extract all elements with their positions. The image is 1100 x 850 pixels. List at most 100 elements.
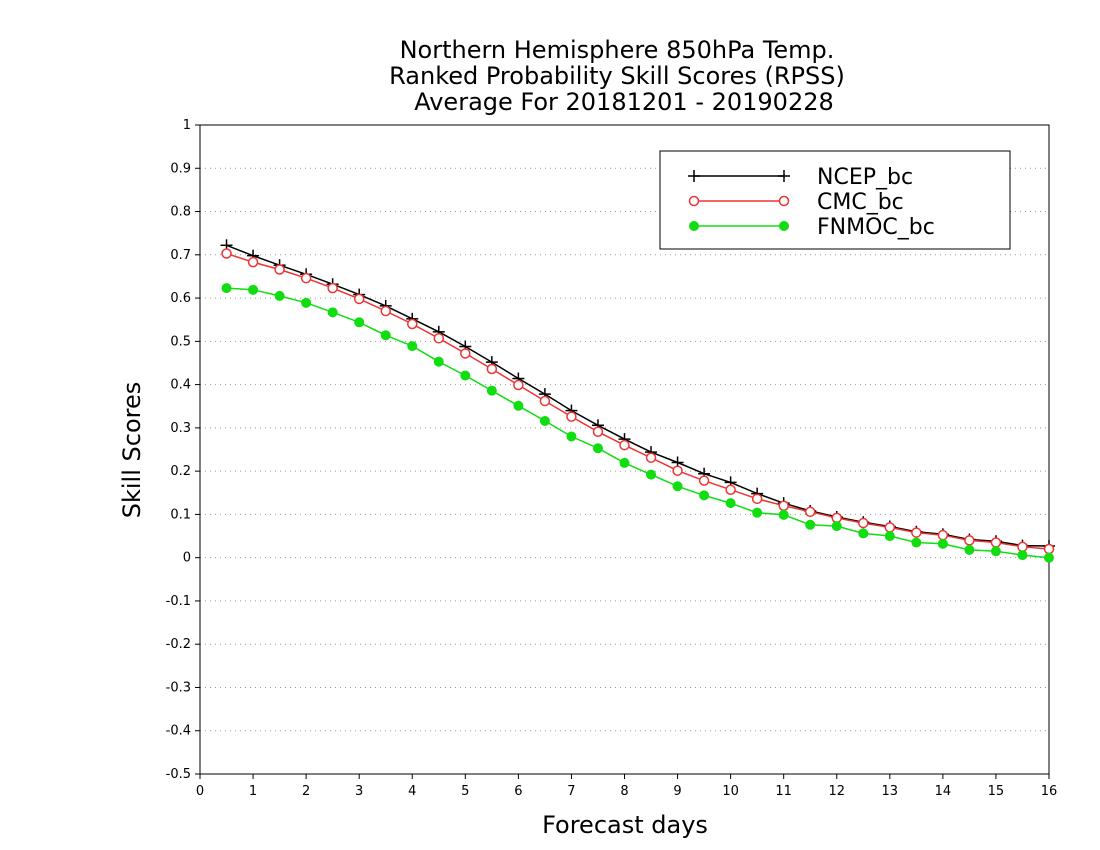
x-tick-label: 13 <box>882 784 899 799</box>
data-point-cmc-bc <box>407 318 418 330</box>
data-point-fnmoc-bc <box>274 290 285 301</box>
legend-box <box>659 150 1011 250</box>
x-axis: 0 1 2 3 4 5 6 7 8 9 10 11 12 13 14 15 16 <box>196 774 1057 799</box>
legend-item-fnmoc-bc: FNMOC_bc <box>689 215 935 240</box>
legend-marker-cmc-bc <box>688 195 700 207</box>
chart-title: Northern Hemisphere 850hPa Temp. Ranked … <box>389 36 845 116</box>
chart-title-line-2: Ranked Probability Skill Scores (RPSS) <box>389 62 845 90</box>
data-point-fnmoc-bc <box>672 481 683 492</box>
series-fnmoc-bc <box>221 283 1054 563</box>
data-point-fnmoc-bc <box>964 544 975 555</box>
data-point-cmc-bc <box>433 333 445 344</box>
data-point-fnmoc-bc <box>1044 552 1054 563</box>
x-tick-label: 11 <box>775 784 792 799</box>
y-tick-label: 0.6 <box>170 291 191 306</box>
data-point-fnmoc-bc <box>539 415 550 426</box>
legend-label-cmc-bc: CMC_bc <box>817 190 904 215</box>
data-point-fnmoc-bc <box>911 537 922 548</box>
data-point-fnmoc-bc <box>301 297 312 308</box>
data-point-cmc-bc <box>672 465 683 476</box>
data-point-fnmoc-bc <box>354 317 365 328</box>
data-point-cmc-bc <box>247 256 259 268</box>
legend-marker-ncep-bc <box>688 170 700 182</box>
y-tick-label: -0.3 <box>166 680 191 695</box>
x-tick-label: 0 <box>196 784 204 799</box>
x-tick-label: 14 <box>935 784 952 799</box>
data-point-cmc-bc <box>592 426 604 438</box>
y-axis: -0.5 -0.4 -0.3 -0.2 -0.1 0 0.1 0.2 0.3 0.4 0.5 0.6 0… <box>166 118 200 782</box>
data-point-fnmoc-bc <box>221 283 232 294</box>
data-point-cmc-bc <box>990 537 1002 548</box>
legend-item-cmc-bc: CMC_bc <box>688 190 904 215</box>
data-point-fnmoc-bc <box>407 341 418 352</box>
y-tick-label: 0.4 <box>170 378 191 393</box>
data-point-fnmoc-bc <box>619 457 630 468</box>
legend-item-ncep-bc: NCEP_bc <box>688 165 913 190</box>
data-point-fnmoc-bc <box>486 385 497 396</box>
data-point-cmc-bc <box>327 282 338 294</box>
data-point-cmc-bc <box>300 272 312 284</box>
data-point-cmc-bc <box>566 411 577 422</box>
data-point-cmc-bc <box>831 512 842 524</box>
data-point-cmc-bc <box>778 500 789 511</box>
x-tick-label: 6 <box>514 784 522 799</box>
data-point-fnmoc-bc <box>513 400 524 411</box>
y-tick-label: 0.7 <box>170 248 191 263</box>
x-tick-label: 10 <box>722 784 739 799</box>
y-tick-label: 0.5 <box>170 334 191 349</box>
data-point-fnmoc-bc <box>646 469 657 480</box>
data-point-fnmoc-bc <box>380 330 391 341</box>
chart-title-line-3: Average For 20181201 - 20190228 <box>414 88 834 116</box>
data-point-cmc-bc <box>513 379 524 391</box>
series-layer <box>220 239 1055 563</box>
data-point-fnmoc-bc <box>858 528 869 539</box>
data-point-cmc-bc <box>221 248 232 259</box>
legend-label-fnmoc-bc: FNMOC_bc <box>817 215 935 240</box>
data-point-fnmoc-bc <box>990 546 1001 557</box>
series-line-fnmoc-bc <box>226 287 1050 559</box>
legend-marker-ncep-bc <box>778 170 790 182</box>
y-tick-label: 0.9 <box>170 161 191 176</box>
data-point-cmc-bc <box>380 305 391 317</box>
series-line-ncep-bc <box>226 244 1050 547</box>
data-point-cmc-bc <box>698 475 710 486</box>
series-cmc-bc <box>221 248 1055 555</box>
data-point-cmc-bc <box>539 395 551 407</box>
x-tick-label: 16 <box>1041 784 1058 799</box>
chart-title-line-1: Northern Hemisphere 850hPa Temp. <box>400 36 835 64</box>
data-point-fnmoc-bc <box>699 490 710 501</box>
x-tick-label: 12 <box>828 784 845 799</box>
data-point-fnmoc-bc <box>433 356 444 367</box>
x-tick-label: 15 <box>988 784 1005 799</box>
data-point-fnmoc-bc <box>327 307 338 318</box>
y-tick-label: 1 <box>183 118 191 133</box>
x-tick-label: 5 <box>461 784 469 799</box>
data-point-fnmoc-bc <box>937 538 948 549</box>
y-axis-label: Skill Scores <box>118 382 146 519</box>
data-point-fnmoc-bc <box>752 507 763 518</box>
legend-marker-fnmoc-bc <box>689 221 699 231</box>
data-point-cmc-bc <box>804 506 816 518</box>
x-tick-label: 9 <box>673 784 681 799</box>
x-tick-label: 4 <box>408 784 416 799</box>
y-tick-label: 0.2 <box>170 464 191 479</box>
x-tick-label: 3 <box>355 784 363 799</box>
legend-marker-cmc-bc <box>778 195 790 207</box>
y-tick-label: 0 <box>183 551 191 566</box>
data-point-fnmoc-bc <box>460 370 471 381</box>
data-point-fnmoc-bc <box>805 519 816 530</box>
x-tick-label: 8 <box>620 784 628 799</box>
series-ncep-bc <box>220 239 1055 552</box>
y-tick-label: -0.4 <box>166 724 191 739</box>
y-tick-label: 0.8 <box>170 205 191 220</box>
data-point-cmc-bc <box>911 527 922 538</box>
y-tick-label: -0.1 <box>166 594 191 609</box>
y-tick-label: 0.3 <box>170 421 191 436</box>
data-point-fnmoc-bc <box>566 431 577 442</box>
data-point-cmc-bc <box>619 439 630 451</box>
y-tick-label: -0.5 <box>166 767 191 782</box>
y-tick-label: 0.1 <box>170 507 191 522</box>
x-tick-label: 2 <box>302 784 310 799</box>
